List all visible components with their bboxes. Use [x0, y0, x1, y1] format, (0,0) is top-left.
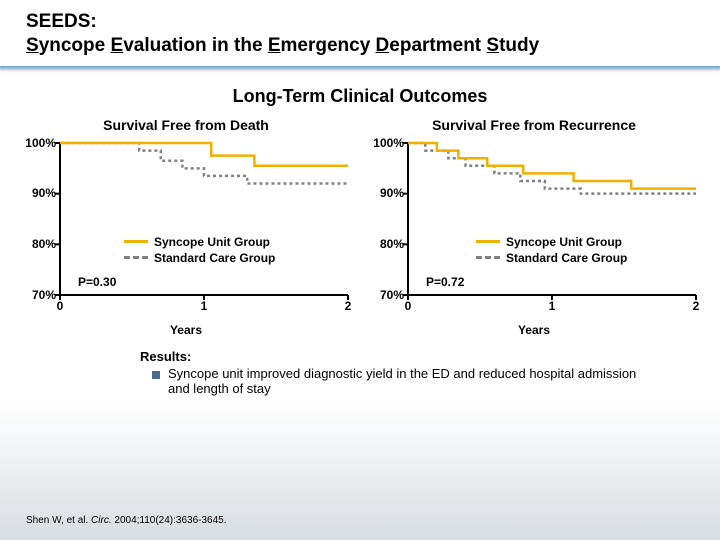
p-value: P=0.30: [78, 275, 116, 289]
bullet-square-icon: [152, 371, 160, 379]
ytick-label: 90%: [380, 186, 404, 200]
right-xlabel: Years: [364, 323, 704, 337]
ytick-label: 80%: [380, 237, 404, 251]
xtick-label: 2: [693, 299, 700, 313]
right-chart: 100% 90% 80% 70%0 1 2 Syncope Unit Group Standa…: [364, 139, 704, 319]
left-chart-col: Survival Free from Death 100%90%80%70%01…: [16, 117, 356, 337]
chart-legend: Syncope Unit Group Standard Care Group: [476, 235, 627, 267]
legend-standard: Standard Care Group: [506, 251, 627, 265]
ytick-label: 80%: [32, 237, 56, 251]
left-xlabel: Years: [16, 323, 356, 337]
right-chart-title: Survival Free from Recurrence: [364, 117, 704, 133]
xtick-label: 2: [345, 299, 352, 313]
ytick-label: 100%: [25, 136, 56, 150]
title-divider: [0, 66, 720, 70]
xtick-label: 0: [57, 299, 64, 313]
results-bullet-text: Syncope unit improved diagnostic yield i…: [168, 366, 640, 396]
results-bullet-row: Syncope unit improved diagnostic yield i…: [140, 366, 640, 396]
p-value: P=0.72: [426, 275, 464, 289]
citation-journal: Circ.: [91, 515, 112, 526]
ytick-label: 70%: [380, 288, 404, 302]
ytick-label: 90%: [32, 186, 56, 200]
citation-suffix: 2004;110(24):3636-3645.: [112, 515, 227, 526]
results-block: Results: Syncope unit improved diagnosti…: [140, 349, 640, 396]
subtitle: Long-Term Clinical Outcomes: [0, 86, 720, 107]
title-line-2: Syncope Evaluation in the Emergency Depa…: [26, 34, 694, 58]
legend-syncope: Syncope Unit Group: [154, 235, 270, 249]
left-chart: 100% 90% 80% 70%0 1 2 Syncope Unit Group Standa…: [16, 139, 356, 319]
ytick-label: 100%: [373, 136, 404, 150]
charts-row: Survival Free from Death 100%90%80%70%01…: [0, 117, 720, 337]
results-header: Results:: [140, 349, 640, 364]
xtick-label: 1: [201, 299, 208, 313]
citation-prefix: Shen W, et al.: [26, 515, 91, 526]
xtick-label: 1: [549, 299, 556, 313]
right-chart-col: Survival Free from Recurrence 100% 90% 80%…: [364, 117, 704, 337]
legend-standard: Standard Care Group: [154, 251, 275, 265]
left-chart-title: Survival Free from Death: [16, 117, 356, 133]
title-line-1: SEEDS:: [26, 10, 694, 34]
xtick-label: 0: [405, 299, 412, 313]
title-block: SEEDS: Syncope Evaluation in the Emergen…: [0, 0, 720, 62]
chart-legend: Syncope Unit Group Standard Care Group: [124, 235, 275, 267]
citation: Shen W, et al. Circ. 2004;110(24):3636-3…: [26, 515, 227, 526]
ytick-label: 70%: [32, 288, 56, 302]
legend-syncope: Syncope Unit Group: [506, 235, 622, 249]
